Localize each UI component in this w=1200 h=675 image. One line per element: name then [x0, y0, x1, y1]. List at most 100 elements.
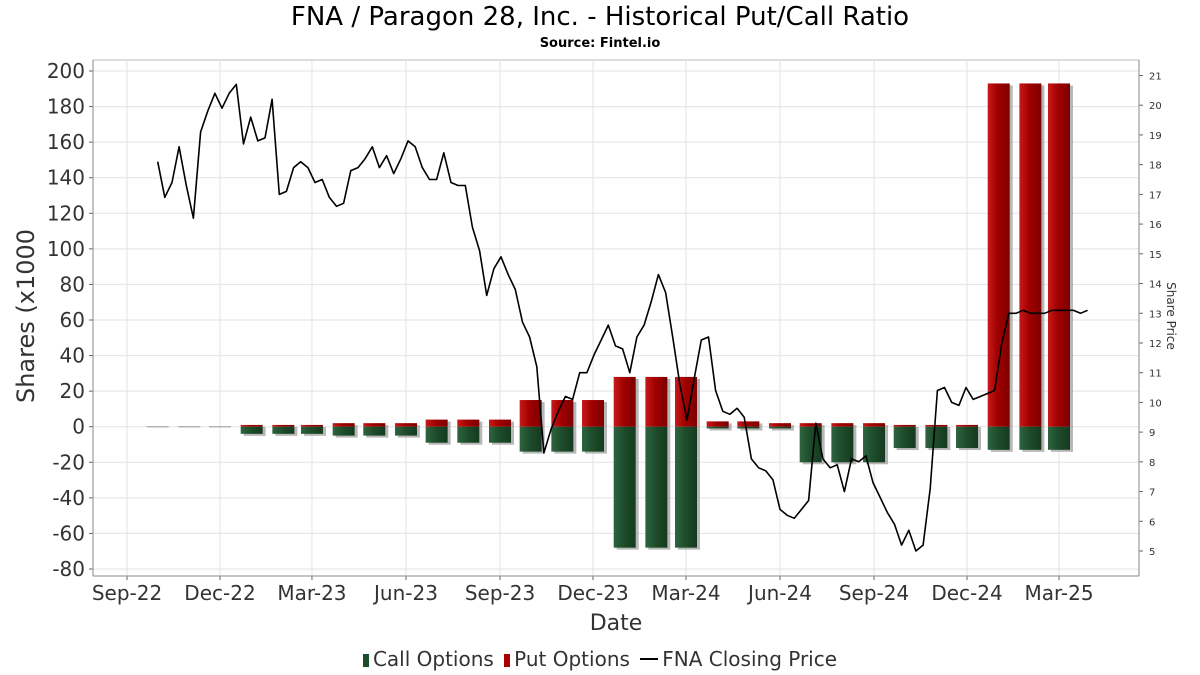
- y2-tick-label: 20: [1149, 101, 1162, 112]
- call-bar: [674, 426, 697, 548]
- x-tick-label: Dec-24: [931, 581, 1002, 605]
- y-tick-label: 100: [47, 237, 85, 261]
- x-tick-label: Sep-23: [465, 581, 535, 605]
- legend-label-put: Put Options: [514, 647, 630, 671]
- y2-tick-label: 10: [1149, 398, 1162, 409]
- put-bar: [706, 421, 729, 427]
- put-bar: [863, 423, 886, 427]
- call-bar: [394, 426, 417, 436]
- legend-label-call: Call Options: [372, 647, 494, 671]
- put-bar: [987, 83, 1010, 427]
- y2-tick-label: 12: [1149, 339, 1162, 350]
- y-tick-label: 20: [60, 379, 85, 403]
- put-bar: [582, 400, 604, 427]
- call-bar: [831, 426, 854, 463]
- put-bar: [300, 424, 323, 427]
- x-tick-label: Mar-24: [651, 581, 720, 605]
- put-bar: [831, 423, 854, 427]
- y-tick-label: 200: [47, 59, 85, 83]
- y-tick-label: 120: [47, 201, 85, 225]
- y-tick-label: -60: [52, 521, 85, 545]
- price-line: [156, 83, 1088, 552]
- x-tick-label: Jun-24: [746, 581, 812, 605]
- legend-swatch-put: [504, 654, 511, 667]
- call-bar: [737, 426, 760, 429]
- call-bar-shadow: [772, 428, 795, 431]
- y2-tick-label: 13: [1149, 309, 1162, 320]
- legend-item-call: Call Options: [362, 647, 494, 671]
- y2-tick-label: 7: [1149, 488, 1155, 499]
- y-axis-title: Shares (x1000: [12, 229, 40, 403]
- chart-plot: 200180160140120100806040200-20-40-60-80S…: [12, 59, 1178, 636]
- put-bar: [332, 423, 355, 427]
- chart-subtitle: Source: Fintel.io: [539, 36, 661, 51]
- x-tick-label: Dec-22: [184, 581, 255, 605]
- x-tick-label: Sep-22: [92, 581, 162, 605]
- y2-tick-label: 9: [1149, 428, 1155, 439]
- call-bar: [489, 426, 512, 443]
- put-bar: [799, 423, 822, 427]
- call-bar: [769, 426, 792, 429]
- y2-tick-label: 19: [1149, 131, 1162, 142]
- y2-tick-label: 14: [1149, 280, 1162, 291]
- y2-tick-label: 21: [1149, 72, 1162, 83]
- y2-tick-label: 5: [1149, 547, 1155, 558]
- put-bar: [613, 376, 636, 427]
- y-tick-label: 160: [47, 130, 85, 154]
- call-bar: [272, 426, 295, 434]
- put-bar: [925, 424, 948, 427]
- y-tick-label: -80: [52, 557, 85, 581]
- y2-tick-label: 11: [1149, 369, 1162, 380]
- y2-tick-label: 6: [1149, 517, 1155, 528]
- put-bar: [956, 424, 979, 427]
- call-bar: [332, 426, 355, 436]
- y-tick-label: 40: [60, 344, 85, 368]
- x-axis-title: Date: [590, 611, 643, 636]
- y2-axis-title: Share Price: [1164, 282, 1178, 350]
- legend-item-price: FNA Closing Price: [640, 647, 837, 671]
- call-bar: [893, 426, 916, 449]
- call-bar: [956, 426, 979, 449]
- put-bar: [645, 376, 668, 427]
- put-bar: [1048, 83, 1070, 427]
- y-tick-label: 180: [47, 95, 85, 119]
- put-bar: [272, 424, 295, 427]
- put-bar: [489, 419, 512, 427]
- put-bar: [240, 424, 263, 427]
- y2-tick-label: 18: [1149, 161, 1162, 172]
- legend-swatch-price: [640, 658, 659, 660]
- call-bar: [645, 426, 668, 548]
- legend-item-put: Put Options: [504, 647, 630, 671]
- call-bar-shadow: [709, 428, 732, 431]
- call-bar: [1048, 426, 1070, 450]
- call-bar: [1019, 426, 1042, 450]
- call-bar: [519, 426, 542, 452]
- call-bar-shadow: [740, 428, 763, 431]
- y2-tick-label: 17: [1149, 190, 1162, 201]
- call-bar: [925, 426, 948, 449]
- call-bar: [240, 426, 263, 434]
- call-bar: [363, 426, 386, 436]
- call-bar: [706, 426, 729, 429]
- call-bar: [799, 426, 822, 463]
- legend-swatch-call: [362, 654, 369, 667]
- y-tick-label: -40: [52, 486, 85, 510]
- put-bar: [457, 419, 480, 427]
- y2-tick-label: 15: [1149, 250, 1162, 261]
- x-tick-label: Mar-23: [277, 581, 346, 605]
- call-bar: [457, 426, 480, 443]
- call-bar: [613, 426, 636, 548]
- y-tick-label: 0: [72, 415, 85, 439]
- x-tick-label: Dec-23: [557, 581, 628, 605]
- x-tick-label: Jun-23: [372, 581, 438, 605]
- x-tick-label: Sep-24: [839, 581, 909, 605]
- x-tick-label: Mar-25: [1024, 581, 1093, 605]
- chart-title: FNA / Paragon 28, Inc. - Historical Put/…: [290, 2, 910, 32]
- y-tick-label: 140: [47, 166, 85, 190]
- y-tick-label: 60: [60, 308, 85, 332]
- call-bar: [863, 426, 886, 463]
- put-bar: [551, 400, 574, 427]
- put-bar: [394, 423, 417, 427]
- put-bar: [737, 421, 760, 427]
- call-bar: [300, 426, 323, 434]
